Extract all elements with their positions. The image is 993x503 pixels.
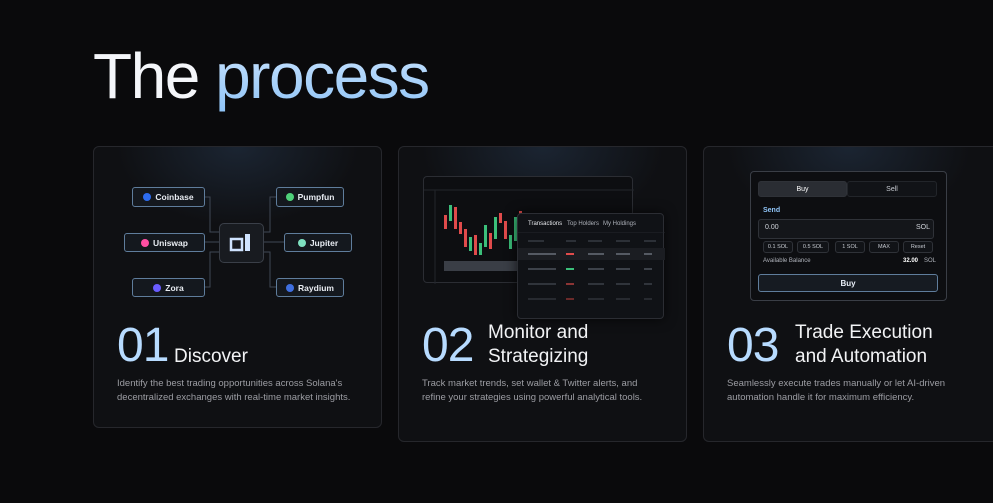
step-description: decentralized exchanges with real-time m… xyxy=(117,392,351,403)
step-title: and Automation xyxy=(795,346,928,367)
logo-icon xyxy=(229,234,250,252)
balance-label: Available Balance xyxy=(763,258,811,264)
holders-panel: Transactions Top Holders My Holdings xyxy=(517,213,665,319)
tab: Top Holders xyxy=(567,221,600,227)
step-description: refine your strategies using powerful an… xyxy=(422,392,643,403)
step-description: Track market trends, set wallet & Twitte… xyxy=(422,378,638,389)
balance-value: 32.00 xyxy=(903,258,919,264)
node-label: Coinbase xyxy=(155,192,194,202)
trade-panel: Buy Sell Send 0.00 SOL 0.1 SOL 0.5 SOL 1… xyxy=(750,171,947,301)
step-title: Monitor and xyxy=(488,322,589,343)
exchange-node: Coinbase xyxy=(132,187,205,207)
preset-button[interactable]: 0.5 SOL xyxy=(797,241,829,253)
section-title: The process xyxy=(93,38,430,114)
card: Transactions Top Holders My Holdings 02 … xyxy=(398,146,687,442)
node-label: Pumpfun xyxy=(297,192,335,202)
tab-sell[interactable]: Sell xyxy=(847,181,937,197)
step-number: 01 xyxy=(117,319,169,372)
amount-value: 0.00 xyxy=(765,224,779,231)
card: Coinbase Uniswap Zora Pumpfun Jupiter Ra… xyxy=(93,146,382,428)
preset-button[interactable]: MAX xyxy=(869,241,899,253)
amount-unit: SOL xyxy=(916,224,931,231)
node-label: Raydium xyxy=(298,282,334,293)
exchange-node: Raydium xyxy=(276,278,344,297)
step-description: Seamlessly execute trades manually or le… xyxy=(727,378,946,389)
step-title: Trade Execution xyxy=(795,322,933,343)
step-number: 02 xyxy=(422,319,474,372)
tab: My Holdings xyxy=(603,221,637,227)
step-description: automation handle it for maximum efficie… xyxy=(727,392,915,403)
buy-button[interactable]: Buy xyxy=(758,274,938,292)
title-word: The xyxy=(93,40,200,112)
tab: Transactions xyxy=(528,221,563,227)
preset-button[interactable]: 1 SOL xyxy=(835,241,865,253)
table-preview xyxy=(518,232,665,300)
connector-lines xyxy=(204,196,284,288)
node-label: Jupiter xyxy=(309,237,339,248)
step-number: 03 xyxy=(727,319,779,372)
exchange-node: Jupiter xyxy=(284,233,352,252)
step-title: Discover xyxy=(174,346,248,367)
preset-button[interactable]: Reset xyxy=(903,241,933,253)
card: Buy Sell Send 0.00 SOL 0.1 SOL 0.5 SOL 1… xyxy=(703,146,993,442)
node-label: Zora xyxy=(165,282,184,293)
exchange-node: Pumpfun xyxy=(276,187,344,207)
balance-unit: SOL xyxy=(924,258,937,264)
step-title: Strategizing xyxy=(488,346,589,367)
preset-button[interactable]: 0.1 SOL xyxy=(763,241,793,253)
send-label: Send xyxy=(763,207,781,214)
tab-buy[interactable]: Buy xyxy=(758,181,847,197)
title-word-accent: process xyxy=(215,40,430,112)
exchange-node: Zora xyxy=(132,278,205,297)
exchange-node: Uniswap xyxy=(124,233,205,252)
amount-input[interactable]: 0.00 SOL xyxy=(758,219,934,239)
step-description: Identify the best trading opportunities … xyxy=(117,378,343,389)
node-label: Uniswap xyxy=(153,237,188,248)
center-logo xyxy=(219,223,264,263)
